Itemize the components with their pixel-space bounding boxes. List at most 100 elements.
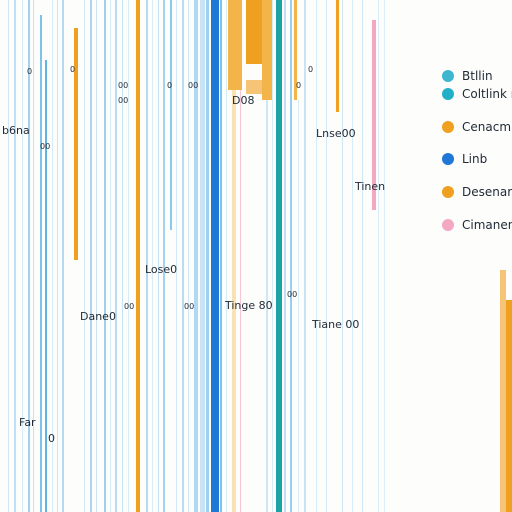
stripe-bar bbox=[104, 0, 106, 512]
annotation-label: Lnse00 bbox=[316, 127, 356, 140]
stripe-bar bbox=[115, 0, 117, 512]
annotation-label: 0 bbox=[70, 65, 75, 74]
legend-item: Coltlink r bbox=[442, 87, 512, 101]
stripe-bar bbox=[336, 0, 339, 112]
annotation-label: Lose0 bbox=[145, 263, 177, 276]
stripe-bar bbox=[146, 0, 148, 512]
stripe-bar bbox=[110, 0, 111, 512]
stripe-bar bbox=[8, 0, 9, 512]
stripe-bar bbox=[40, 15, 42, 512]
legend-swatch bbox=[442, 153, 454, 165]
annotation-label: D08 bbox=[232, 94, 254, 107]
stripe-bar bbox=[33, 0, 34, 512]
stripe-bar bbox=[276, 0, 282, 512]
stripe-bar bbox=[122, 0, 123, 512]
legend-swatch bbox=[442, 88, 454, 100]
legend-label: Cenacmr bbox=[462, 120, 512, 134]
annotation-label: Tiane 00 bbox=[311, 318, 359, 331]
annotation-label: 00 bbox=[40, 142, 50, 151]
stripe-bar bbox=[384, 0, 385, 512]
stripe-bar bbox=[290, 0, 292, 512]
stripe-bar bbox=[176, 0, 177, 512]
annotation-label: 0 bbox=[167, 81, 172, 90]
legend-item: Cenacmr bbox=[442, 120, 512, 134]
stripe-bar bbox=[22, 0, 23, 512]
stripe-bar bbox=[220, 0, 222, 512]
legend-label: Linb bbox=[462, 152, 487, 166]
annotation-label: 00 bbox=[184, 302, 194, 311]
stripe-bar bbox=[84, 0, 85, 512]
stripe-bar bbox=[246, 0, 266, 64]
stripe-bar bbox=[304, 0, 306, 512]
stripe-bar bbox=[128, 0, 129, 512]
stripe-bar bbox=[90, 0, 92, 512]
legend-item: Desenar bbox=[442, 185, 512, 199]
legend-label: Coltlink r bbox=[462, 87, 512, 101]
stripe-bar bbox=[342, 0, 343, 512]
stripe-bar bbox=[136, 0, 140, 512]
stripe-bar bbox=[240, 90, 241, 512]
stripe-bar bbox=[226, 0, 227, 512]
annotation-label: 00 bbox=[118, 81, 128, 90]
stripe-bar bbox=[228, 0, 242, 90]
stripe-bar bbox=[170, 0, 172, 230]
legend-swatch bbox=[442, 186, 454, 198]
stripe-bar bbox=[152, 0, 153, 512]
stripe-bar bbox=[378, 0, 379, 512]
stripe-bar bbox=[326, 0, 327, 512]
legend-item: Cimanen bbox=[442, 218, 512, 232]
annotation-label: Dane0 bbox=[80, 310, 116, 323]
stripe-bar bbox=[62, 0, 64, 512]
annotation-label: 00 bbox=[287, 290, 297, 299]
annotation-label: Far bbox=[19, 416, 36, 429]
annotation-label: 0 bbox=[296, 81, 301, 90]
legend-item: Linb bbox=[442, 152, 487, 166]
stripe-bar bbox=[294, 0, 297, 100]
stripe-bar bbox=[158, 0, 159, 512]
legend-label: Cimanen bbox=[462, 218, 512, 232]
legend: Btllin Coltlink r Cenacmr Linb Desenar Cimane… bbox=[442, 69, 512, 232]
annotation-label: b6na bbox=[2, 124, 30, 137]
annotation-label: 0 bbox=[308, 65, 313, 74]
stripe-bar bbox=[352, 0, 353, 512]
stripe-bar bbox=[266, 100, 268, 512]
stripe-bar bbox=[506, 300, 512, 512]
stripe-bar bbox=[45, 60, 47, 512]
stripe-bar bbox=[206, 0, 209, 512]
stripe-bar bbox=[188, 0, 189, 512]
annotation-label: Tinen bbox=[354, 180, 385, 193]
stripe-bar bbox=[362, 0, 363, 512]
legend-swatch bbox=[442, 121, 454, 133]
stripe-bar bbox=[52, 0, 53, 512]
stripe-bar bbox=[272, 0, 273, 512]
stripe-bar bbox=[232, 90, 236, 512]
annotation-label: 00 bbox=[118, 96, 128, 105]
stripe-bar bbox=[316, 0, 317, 512]
stripe-bar bbox=[500, 270, 506, 512]
stripe-bar bbox=[298, 100, 299, 512]
annotation-label: 0 bbox=[48, 432, 55, 445]
legend-label: Btllin bbox=[462, 69, 493, 83]
stripe-bar bbox=[194, 0, 198, 512]
stripe-bar bbox=[96, 0, 97, 512]
annotation-label: 00 bbox=[124, 302, 134, 311]
stripe-bar bbox=[372, 20, 376, 210]
stripe-bar bbox=[163, 0, 165, 512]
legend-label: Desenar bbox=[462, 185, 512, 199]
stripe-bar bbox=[211, 0, 219, 512]
stripe-bar bbox=[262, 0, 272, 100]
annotation-label: 0 bbox=[27, 67, 32, 76]
stripe-bar bbox=[200, 0, 205, 512]
legend-swatch bbox=[442, 219, 454, 231]
stripe-bar bbox=[14, 0, 16, 512]
legend-item: Btllin bbox=[442, 69, 493, 83]
stripe-bar bbox=[284, 0, 286, 512]
stripe-bar bbox=[57, 0, 58, 512]
legend-swatch bbox=[442, 70, 454, 82]
stripe-group bbox=[8, 0, 512, 512]
stripe-bar bbox=[28, 0, 30, 512]
annotation-label: 00 bbox=[188, 81, 198, 90]
annotation-label: Tinge 80 bbox=[224, 299, 273, 312]
